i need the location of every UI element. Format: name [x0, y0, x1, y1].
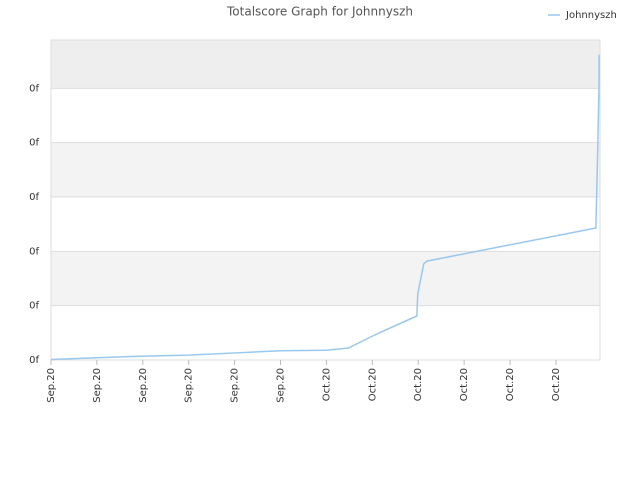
plot-band — [51, 197, 600, 252]
line — [50, 54, 600, 361]
x-tick-label: Oct.20 — [459, 368, 470, 401]
plot-band — [51, 251, 600, 306]
plot-band — [51, 88, 600, 143]
x-tick-label: Oct.20 — [551, 368, 562, 401]
legend-label: Johnnyszh — [565, 10, 617, 21]
plot-frame — [50, 39, 601, 361]
x-tick-label: Oct.20 — [413, 368, 424, 401]
y-tick-label: 0f — [29, 246, 39, 257]
y-tick-label: 0f — [29, 138, 39, 149]
x-tick-label: Sep.20 — [92, 368, 103, 403]
x-tick-label: Oct.20 — [367, 368, 378, 401]
x-tick-label: Oct.20 — [321, 368, 332, 401]
y-tick-label: 0f — [29, 192, 39, 203]
x-tick-label: Sep.20 — [46, 368, 57, 403]
x-tick-label: Sep.20 — [230, 368, 241, 403]
plot-band — [51, 142, 600, 198]
plot-band — [51, 305, 600, 360]
x-tick-label: Oct.20 — [505, 368, 516, 401]
x-tick-label: Sep.20 — [276, 368, 287, 403]
y-tick-label: 0f — [29, 83, 39, 94]
plot-band — [51, 40, 600, 89]
chart-title: Totalscore Graph for Johnnyszh — [226, 5, 413, 19]
x-tick-label: Sep.20 — [184, 368, 195, 403]
y-tick-label: 0f — [29, 355, 39, 366]
x-tick-label: Sep.20 — [138, 368, 149, 403]
y-tick-label: 0f — [29, 301, 39, 312]
